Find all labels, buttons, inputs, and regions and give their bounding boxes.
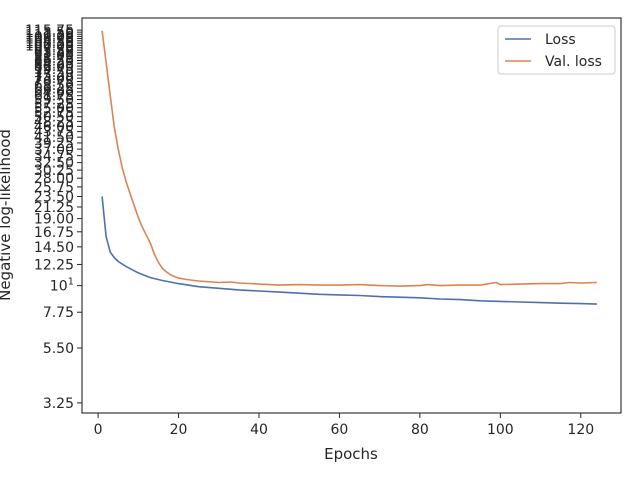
y-tick-label: 46.00: [34, 119, 74, 135]
y-tick-label: 102.25: [25, 36, 74, 52]
x-axis: 0 20 40 60 80 100 120: [94, 413, 594, 438]
series-group: [101, 30, 597, 305]
y-tick-label: 7.75: [43, 305, 74, 321]
y-tick-label: 88.75: [34, 51, 74, 67]
y-tick-label: 14.50: [34, 240, 74, 256]
y-tick-label: 97.75: [34, 41, 74, 57]
legend-box: [497, 25, 616, 75]
legend: Loss Val. loss: [497, 25, 616, 75]
y-tick-label: 12.25: [34, 257, 74, 273]
y-tick-label: 25.75: [34, 180, 74, 196]
y-tick-label: 77.50: [34, 65, 74, 81]
y-tick-label: 59.50: [34, 93, 74, 109]
y-tick-label: 43.75: [34, 125, 74, 141]
y-tick-label: 95.50: [34, 43, 74, 59]
y-tick-label: 30.25: [34, 163, 74, 179]
y-tick-label: 57.25: [34, 97, 74, 113]
y-tick-label: 84.25: [34, 56, 74, 72]
y-tick-label: 91.00: [34, 48, 74, 64]
y-tick-label: 41.50: [34, 130, 74, 146]
y-tick-label: 106.75: [25, 32, 74, 48]
y-tick-label: 21.25: [34, 200, 74, 216]
y-tick-label: 113.50: [25, 25, 74, 41]
y-tick-label: 68.50: [34, 78, 74, 94]
y-tick-label: 23.50: [34, 189, 74, 205]
y-tick-label: 100.00: [25, 38, 74, 54]
y-tick-label: 34.75: [34, 149, 74, 165]
y-tick-label: 55.00: [34, 101, 74, 117]
y-tick-label: 66.25: [34, 81, 74, 97]
y-tick-label: 48.25: [34, 114, 74, 130]
y-tick-label: 70.75: [34, 74, 74, 90]
x-tick-label: 40: [250, 422, 268, 438]
y-tick-label: 28.00: [34, 171, 74, 187]
legend-label: Loss: [545, 32, 576, 48]
y-tick-label: 104.50: [25, 34, 74, 50]
legend-label: Val. loss: [545, 54, 602, 70]
y-tick-label: 82.00: [34, 59, 74, 75]
y-tick-label: 19.00: [34, 212, 74, 228]
x-axis-label: Epochs: [324, 445, 378, 463]
y-tick-label: 75.25: [34, 68, 74, 84]
y-tick-label: 111.25: [25, 27, 74, 43]
x-tick-label: 0: [94, 422, 103, 438]
x-tick-label: 20: [170, 422, 188, 438]
y-tick-label: 93.25: [34, 46, 74, 62]
x-tick-label: 100: [487, 422, 514, 438]
x-tick-label: 60: [331, 422, 349, 438]
y-tick-label: 3.25: [43, 396, 74, 412]
plot-area: [81, 17, 622, 414]
series-line-0: [101, 196, 597, 305]
y-tick-label: 5.50: [43, 341, 74, 357]
y-tick-label: 37.00: [34, 142, 74, 158]
y-tick-label: 61.75: [34, 89, 74, 105]
y-tick-label: 64.00: [34, 85, 74, 101]
y-axis-label: Negative log-likelihood: [0, 129, 14, 301]
y-tick-label: 79.75: [34, 62, 74, 78]
y-tick-label: 86.50: [34, 54, 74, 70]
y-tick-label: 50.50: [34, 110, 74, 126]
y-tick-label: 101: [50, 277, 74, 295]
x-tick-label: 80: [411, 422, 429, 438]
y-tick-label: 115.75: [25, 23, 74, 39]
y-tick-label: 73.00: [34, 71, 74, 87]
plot-frame: [81, 17, 622, 414]
x-tick-label: 120: [567, 422, 594, 438]
y-tick-label: 32.50: [34, 156, 74, 172]
y-tick-label: 109.00: [25, 29, 74, 45]
y-tick-label: 52.75: [34, 105, 74, 121]
y-axis: 3.25 5.50 7.75 101 12.2514.5016.7519.0021.25…: [25, 23, 82, 412]
y-tick-label: 39.25: [34, 136, 74, 152]
series-line-1: [101, 30, 597, 287]
y-tick-label: 16.75: [34, 225, 74, 241]
